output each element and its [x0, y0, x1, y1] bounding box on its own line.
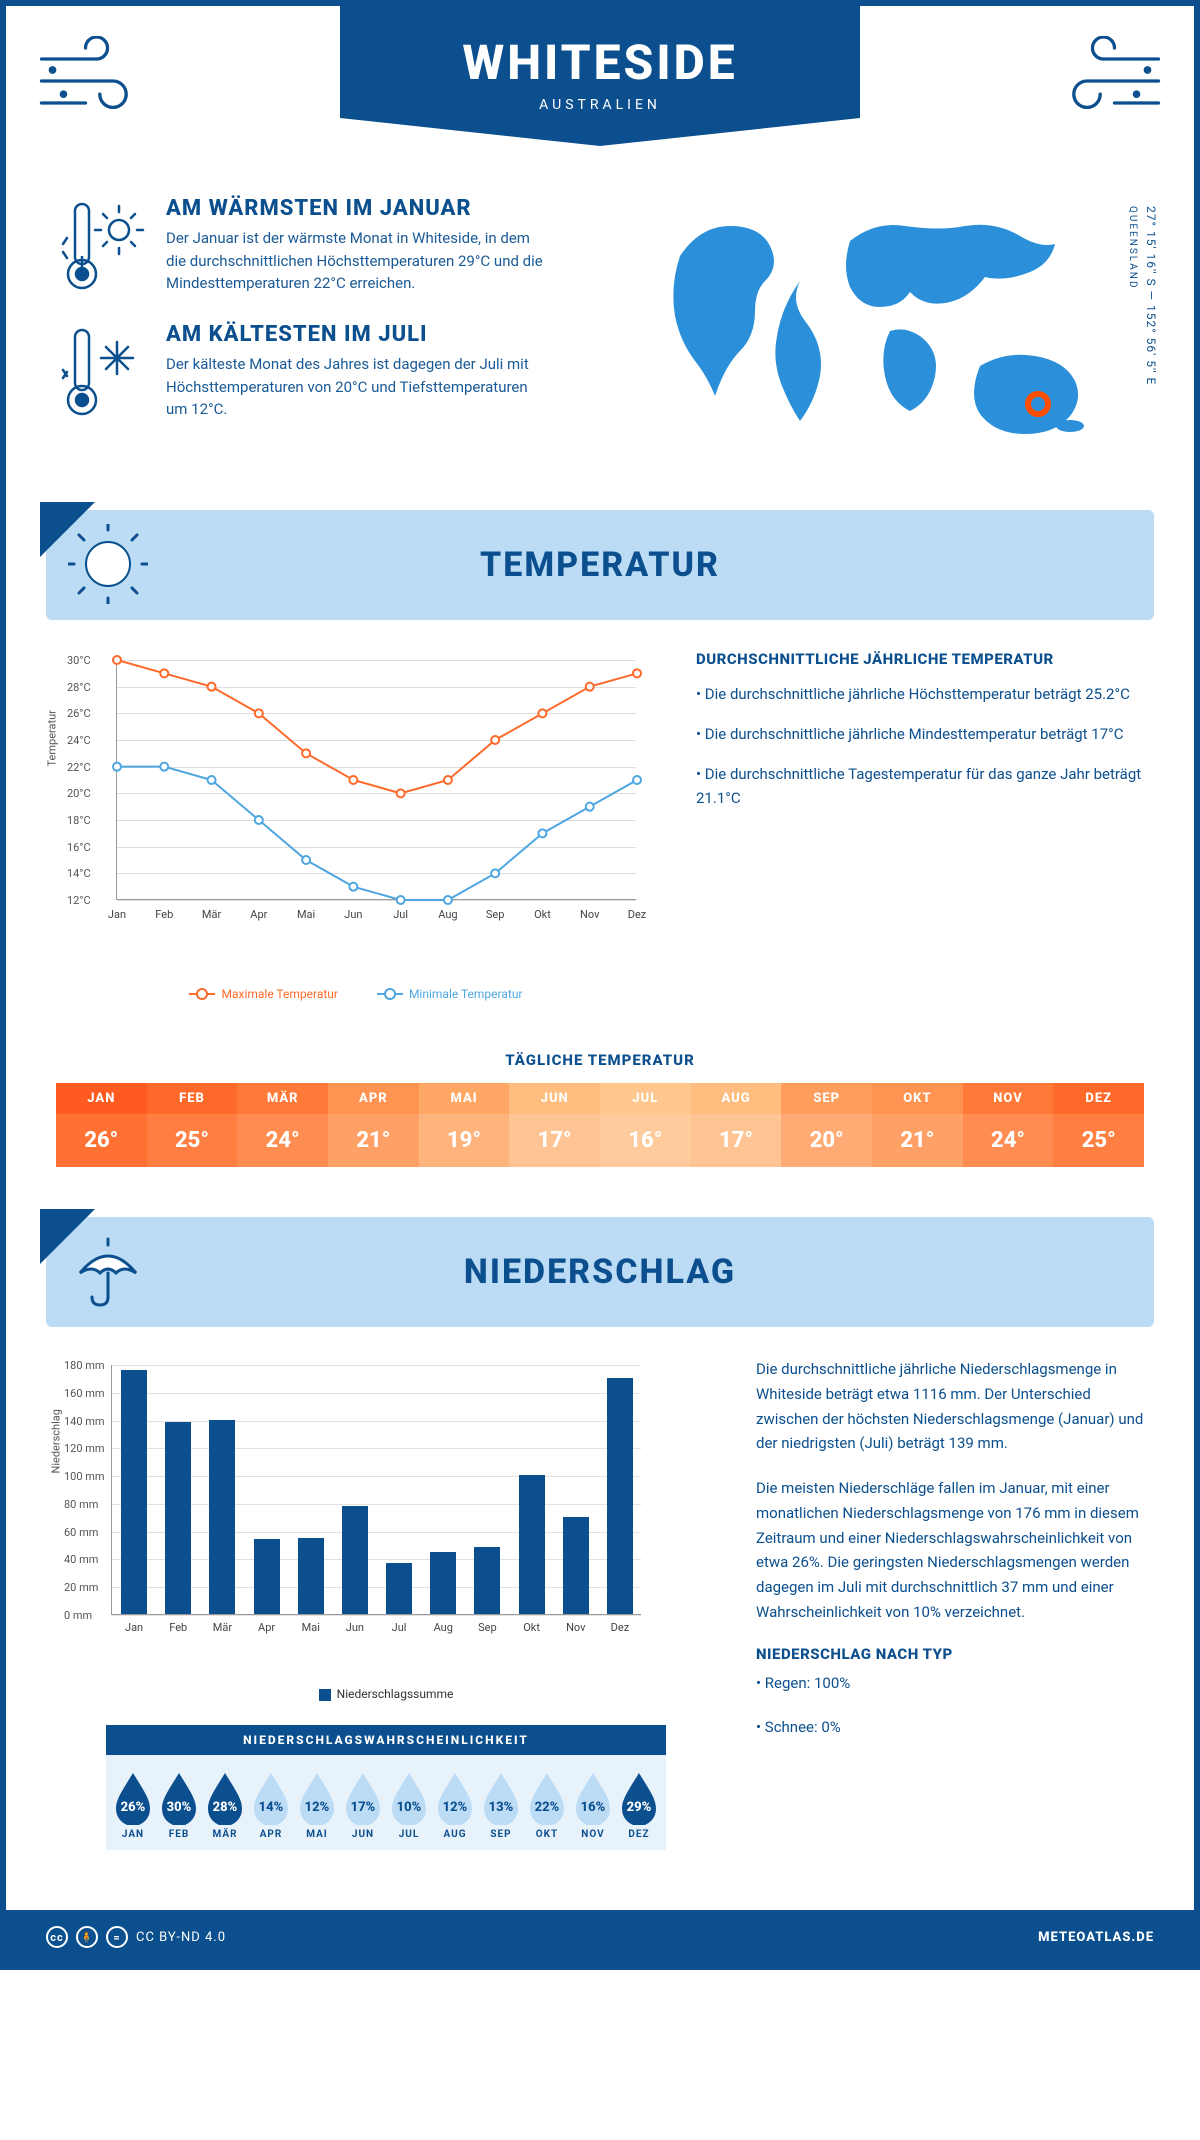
- fact-cold-heading: AM KÄLTESTEN IM JULI: [166, 322, 546, 347]
- temp-y-axis-label: Temperatur: [46, 710, 59, 766]
- cc-icon: cc: [46, 1926, 68, 1948]
- precip-para-1: Die durchschnittliche jährliche Niedersc…: [756, 1357, 1144, 1456]
- temp-bullet-1: • Die durchschnittliche jährliche Mindes…: [696, 722, 1144, 746]
- footer: cc 🧍 = CC BY-ND 4.0 METEOATLAS.DE: [6, 1910, 1194, 1964]
- section-banner-temperature: TEMPERATUR: [46, 510, 1154, 620]
- wind-icon-right: [1054, 36, 1164, 126]
- by-icon: 🧍: [76, 1926, 98, 1948]
- svg-text:17%: 17%: [351, 1800, 376, 1815]
- temperature-heading: TEMPERATUR: [480, 545, 720, 585]
- svg-text:12%: 12%: [443, 1800, 468, 1815]
- fact-warm-heading: AM WÄRMSTEN IM JANUAR: [166, 196, 546, 221]
- site-name: METEOATLAS.DE: [1038, 1930, 1154, 1945]
- temp-info-heading: DURCHSCHNITTLICHE JÄHRLICHE TEMPERATUR: [696, 650, 1144, 668]
- thermometer-sun-icon: [56, 196, 146, 296]
- svg-text:29%: 29%: [627, 1800, 652, 1815]
- svg-text:28%: 28%: [213, 1800, 238, 1815]
- daily-temp-table: JAN26°FEB25°MÄR24°APR21°MAI19°JUN17°JUL1…: [56, 1083, 1144, 1167]
- legend-max: Maximale Temperatur: [221, 987, 337, 1001]
- precip-type-1: • Schnee: 0%: [756, 1715, 1144, 1740]
- svg-text:14%: 14%: [259, 1800, 284, 1815]
- location-subtitle: AUSTRALIEN: [340, 97, 860, 113]
- precipitation-bar-chart: Niederschlag 0 mm20 mm40 mm60 mm80 mm100…: [56, 1357, 716, 1890]
- region-label: QUEENSLAND: [1127, 206, 1138, 290]
- license-text: CC BY-ND 4.0: [136, 1930, 226, 1945]
- probability-box: NIEDERSCHLAGSWAHRSCHEINLICHKEIT 26%JAN30…: [106, 1725, 666, 1850]
- precip-para-2: Die meisten Niederschläge fallen im Janu…: [756, 1476, 1144, 1625]
- fact-warm-text: Der Januar ist der wärmste Monat in Whit…: [166, 227, 546, 295]
- precip-type-0: • Regen: 100%: [756, 1671, 1144, 1696]
- header: WHITESIDE AUSTRALIEN: [6, 6, 1194, 186]
- precipitation-heading: NIEDERSCHLAG: [464, 1252, 736, 1292]
- temperature-line-chart: Temperatur 12°C14°C16°C18°C20°C22°C24°C2…: [56, 650, 656, 1001]
- svg-text:26%: 26%: [121, 1800, 146, 1815]
- probability-heading: NIEDERSCHLAGSWAHRSCHEINLICHKEIT: [106, 1725, 666, 1755]
- world-map: QUEENSLAND 27° 15' 16'' S — 152° 56' 5''…: [640, 196, 1144, 460]
- svg-text:22%: 22%: [535, 1800, 560, 1815]
- precip-legend: Niederschlagssumme: [337, 1687, 454, 1701]
- temp-bullet-2: • Die durchschnittliche Tagestemperatur …: [696, 762, 1144, 810]
- wind-icon-left: [36, 36, 146, 126]
- title-ribbon: WHITESIDE AUSTRALIEN: [340, 6, 860, 146]
- svg-text:16%: 16%: [581, 1800, 606, 1815]
- svg-text:12%: 12%: [305, 1800, 330, 1815]
- precip-type-heading: NIEDERSCHLAG NACH TYP: [756, 1645, 1144, 1663]
- fact-warmest: AM WÄRMSTEN IM JANUAR Der Januar ist der…: [56, 196, 610, 296]
- temp-bullet-0: • Die durchschnittliche jährliche Höchst…: [696, 682, 1144, 706]
- fact-coldest: AM KÄLTESTEN IM JULI Der kälteste Monat …: [56, 322, 610, 422]
- coords-label: 27° 15' 16'' S — 152° 56' 5'' E: [1144, 206, 1158, 385]
- svg-text:10%: 10%: [397, 1800, 422, 1815]
- precip-y-axis-label: Niederschlag: [50, 1409, 63, 1473]
- svg-text:13%: 13%: [489, 1800, 514, 1815]
- daily-temp-heading: TÄGLICHE TEMPERATUR: [6, 1051, 1194, 1069]
- umbrella-icon: [68, 1231, 148, 1311]
- sun-icon: [68, 524, 148, 604]
- thermometer-snow-icon: [56, 322, 146, 422]
- fact-cold-text: Der kälteste Monat des Jahres ist dagege…: [166, 353, 546, 421]
- section-banner-precipitation: NIEDERSCHLAG: [46, 1217, 1154, 1327]
- svg-text:30%: 30%: [167, 1800, 192, 1815]
- legend-min: Minimale Temperatur: [409, 987, 523, 1001]
- nd-icon: =: [106, 1926, 128, 1948]
- location-title: WHITESIDE: [340, 34, 860, 91]
